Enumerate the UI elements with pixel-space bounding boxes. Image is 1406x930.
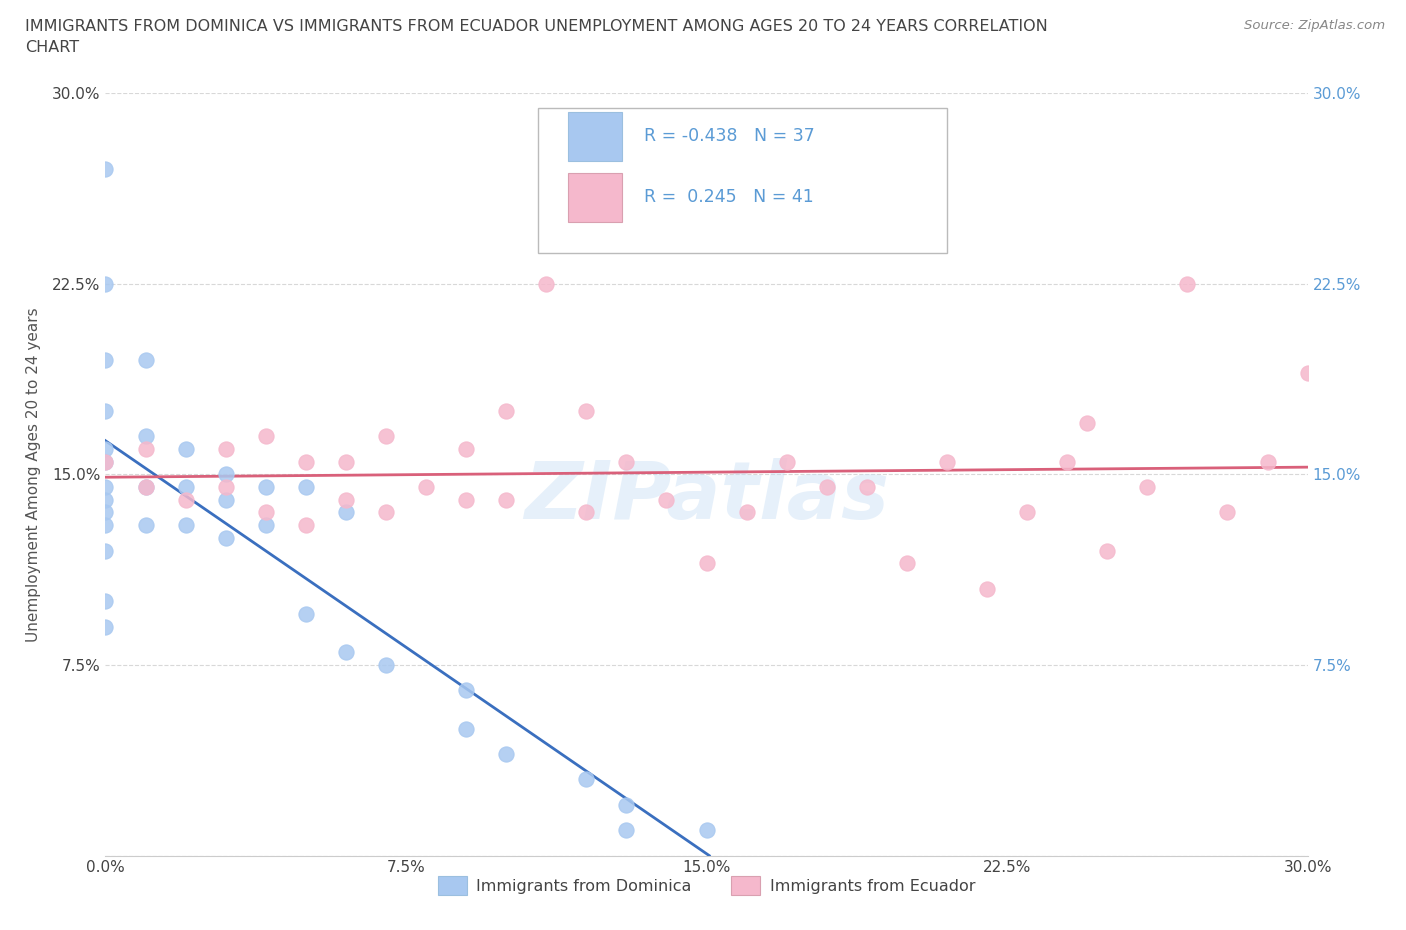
Point (94, 543, 117, 558)
Point (135, 429, 157, 444)
Point (94, 276, 117, 291)
Point (335, 644, 357, 659)
Point (135, 352, 157, 367)
Point (855, 480, 877, 495)
Point (976, 581, 998, 596)
Point (456, 442, 478, 457)
Point (696, 556, 718, 571)
Point (174, 442, 197, 457)
Point (375, 658, 398, 672)
FancyBboxPatch shape (538, 108, 948, 253)
Point (335, 454, 357, 469)
Point (1136, 480, 1159, 495)
Point (174, 518, 197, 533)
Point (1216, 505, 1239, 520)
Legend: Immigrants from Dominica, Immigrants from Ecuador: Immigrants from Dominica, Immigrants fro… (432, 870, 981, 901)
Point (254, 429, 277, 444)
Point (495, 404, 517, 418)
Point (776, 454, 799, 469)
Point (735, 505, 758, 520)
Text: Source: ZipAtlas.com: Source: ZipAtlas.com (1244, 19, 1385, 32)
Point (94, 492, 117, 507)
Point (94, 404, 117, 418)
Point (456, 492, 478, 507)
Point (1296, 365, 1319, 380)
Point (135, 518, 157, 533)
Point (254, 505, 277, 520)
Point (94, 480, 117, 495)
Point (94, 162, 117, 177)
Point (335, 505, 357, 520)
Point (375, 505, 398, 520)
Point (616, 454, 638, 469)
Point (94, 454, 117, 469)
Y-axis label: Unemployment Among Ages 20 to 24 years: Unemployment Among Ages 20 to 24 years (25, 307, 41, 642)
Point (295, 518, 318, 533)
Point (214, 492, 236, 507)
Point (94, 505, 117, 520)
Point (254, 480, 277, 495)
Point (1017, 505, 1039, 520)
Point (415, 480, 437, 495)
Text: R = -0.438   N = 37: R = -0.438 N = 37 (644, 127, 814, 145)
Point (214, 480, 236, 495)
Text: IMMIGRANTS FROM DOMINICA VS IMMIGRANTS FROM ECUADOR UNEMPLOYMENT AMONG AGES 20 T: IMMIGRANTS FROM DOMINICA VS IMMIGRANTS F… (25, 19, 1047, 33)
Point (575, 505, 598, 520)
Point (214, 467, 236, 482)
Point (94, 352, 117, 367)
Point (254, 518, 277, 533)
Point (214, 442, 236, 457)
Point (815, 480, 838, 495)
Point (295, 480, 318, 495)
Point (295, 454, 318, 469)
Point (214, 530, 236, 545)
Point (94, 518, 117, 533)
Point (456, 721, 478, 736)
Point (295, 606, 318, 621)
Point (655, 492, 678, 507)
Point (1076, 416, 1098, 431)
Point (135, 442, 157, 457)
Point (375, 429, 398, 444)
Point (94, 619, 117, 634)
FancyBboxPatch shape (568, 173, 623, 222)
Point (94, 454, 117, 469)
Point (616, 823, 638, 838)
Point (495, 492, 517, 507)
Point (1177, 276, 1199, 291)
Point (696, 823, 718, 838)
Point (616, 797, 638, 812)
Text: R =  0.245   N = 41: R = 0.245 N = 41 (644, 189, 814, 206)
Point (174, 480, 197, 495)
Point (896, 556, 918, 571)
FancyBboxPatch shape (568, 112, 623, 161)
Point (94, 594, 117, 609)
Point (575, 404, 598, 418)
Point (456, 683, 478, 698)
Point (135, 480, 157, 495)
Point (495, 747, 517, 762)
Point (936, 454, 959, 469)
Point (575, 772, 598, 787)
Point (174, 492, 197, 507)
Point (536, 276, 558, 291)
Text: ZIPatlas: ZIPatlas (524, 458, 889, 537)
Text: CHART: CHART (25, 40, 79, 55)
Point (1097, 543, 1119, 558)
Point (94, 442, 117, 457)
Point (1257, 454, 1279, 469)
Point (1056, 454, 1078, 469)
Point (135, 480, 157, 495)
Point (335, 492, 357, 507)
